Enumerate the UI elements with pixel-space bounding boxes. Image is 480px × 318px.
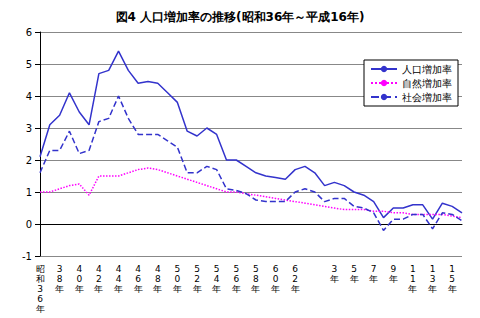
svg-text:4: 4 [76,264,82,274]
svg-text:5: 5 [214,264,220,274]
svg-text:年: 年 [408,284,417,294]
svg-text:1: 1 [410,264,416,274]
svg-text:4: 4 [135,264,141,274]
svg-text:9: 9 [390,264,396,274]
svg-text:7: 7 [371,264,377,274]
svg-text:1: 1 [410,274,416,284]
svg-text:8: 8 [155,274,161,284]
svg-text:3: 3 [57,264,63,274]
svg-text:年: 年 [212,284,221,294]
svg-text:3: 3 [332,264,338,274]
svg-text:6: 6 [273,264,279,274]
svg-text:年: 年 [173,284,182,294]
svg-text:5: 5 [449,274,455,284]
svg-text:5: 5 [26,59,32,70]
svg-text:6: 6 [37,294,43,304]
svg-text:5: 5 [351,264,357,274]
svg-text:2: 2 [96,274,102,284]
svg-text:年: 年 [94,284,103,294]
svg-text:0: 0 [76,274,82,284]
svg-text:1: 1 [430,264,436,274]
svg-text:5: 5 [175,264,181,274]
svg-text:5: 5 [233,264,239,274]
svg-text:4: 4 [116,264,122,274]
svg-text:年: 年 [271,284,280,294]
svg-text:2: 2 [26,155,32,166]
svg-text:年: 年 [75,284,84,294]
svg-text:6: 6 [135,274,141,284]
svg-text:8: 8 [57,274,63,284]
svg-text:年: 年 [134,284,143,294]
svg-text:自然増加率: 自然増加率 [402,78,452,89]
svg-text:年: 年 [153,284,162,294]
svg-text:年: 年 [36,304,45,314]
svg-text:3: 3 [430,274,436,284]
svg-text:年: 年 [193,284,202,294]
svg-text:図4 人口増加率の推移(昭和36年～平成16年): 図4 人口増加率の推移(昭和36年～平成16年) [116,10,365,24]
svg-text:5: 5 [253,264,259,274]
svg-text:0: 0 [26,219,32,230]
svg-text:2: 2 [292,274,298,284]
svg-text:3: 3 [26,123,32,134]
svg-text:社会増加率: 社会増加率 [402,92,452,103]
svg-text:4: 4 [116,274,122,284]
svg-text:年: 年 [350,274,359,284]
svg-text:4: 4 [26,91,32,102]
svg-text:4: 4 [214,274,220,284]
svg-text:年: 年 [55,284,64,294]
svg-text:6: 6 [233,274,239,284]
svg-text:0: 0 [273,274,279,284]
svg-text:年: 年 [232,284,241,294]
svg-text:和: 和 [36,274,45,284]
svg-text:年: 年 [428,284,437,294]
svg-text:人口増加率: 人口増加率 [402,64,452,75]
svg-text:年: 年 [291,284,300,294]
svg-text:8: 8 [253,274,259,284]
svg-text:3: 3 [37,284,43,294]
svg-text:年: 年 [389,274,398,284]
svg-text:1: 1 [26,187,32,198]
svg-text:年: 年 [114,284,123,294]
svg-text:年: 年 [251,284,260,294]
svg-text:4: 4 [96,264,102,274]
svg-text:2: 2 [194,274,200,284]
svg-text:-1: -1 [22,251,32,262]
svg-text:4: 4 [155,264,161,274]
svg-text:6: 6 [26,27,32,38]
svg-text:年: 年 [448,284,457,294]
svg-text:昭: 昭 [36,264,45,274]
svg-text:年: 年 [369,274,378,284]
svg-text:1: 1 [449,264,455,274]
svg-text:5: 5 [194,264,200,274]
svg-text:年: 年 [330,274,339,284]
svg-text:6: 6 [292,264,298,274]
svg-text:0: 0 [175,274,181,284]
